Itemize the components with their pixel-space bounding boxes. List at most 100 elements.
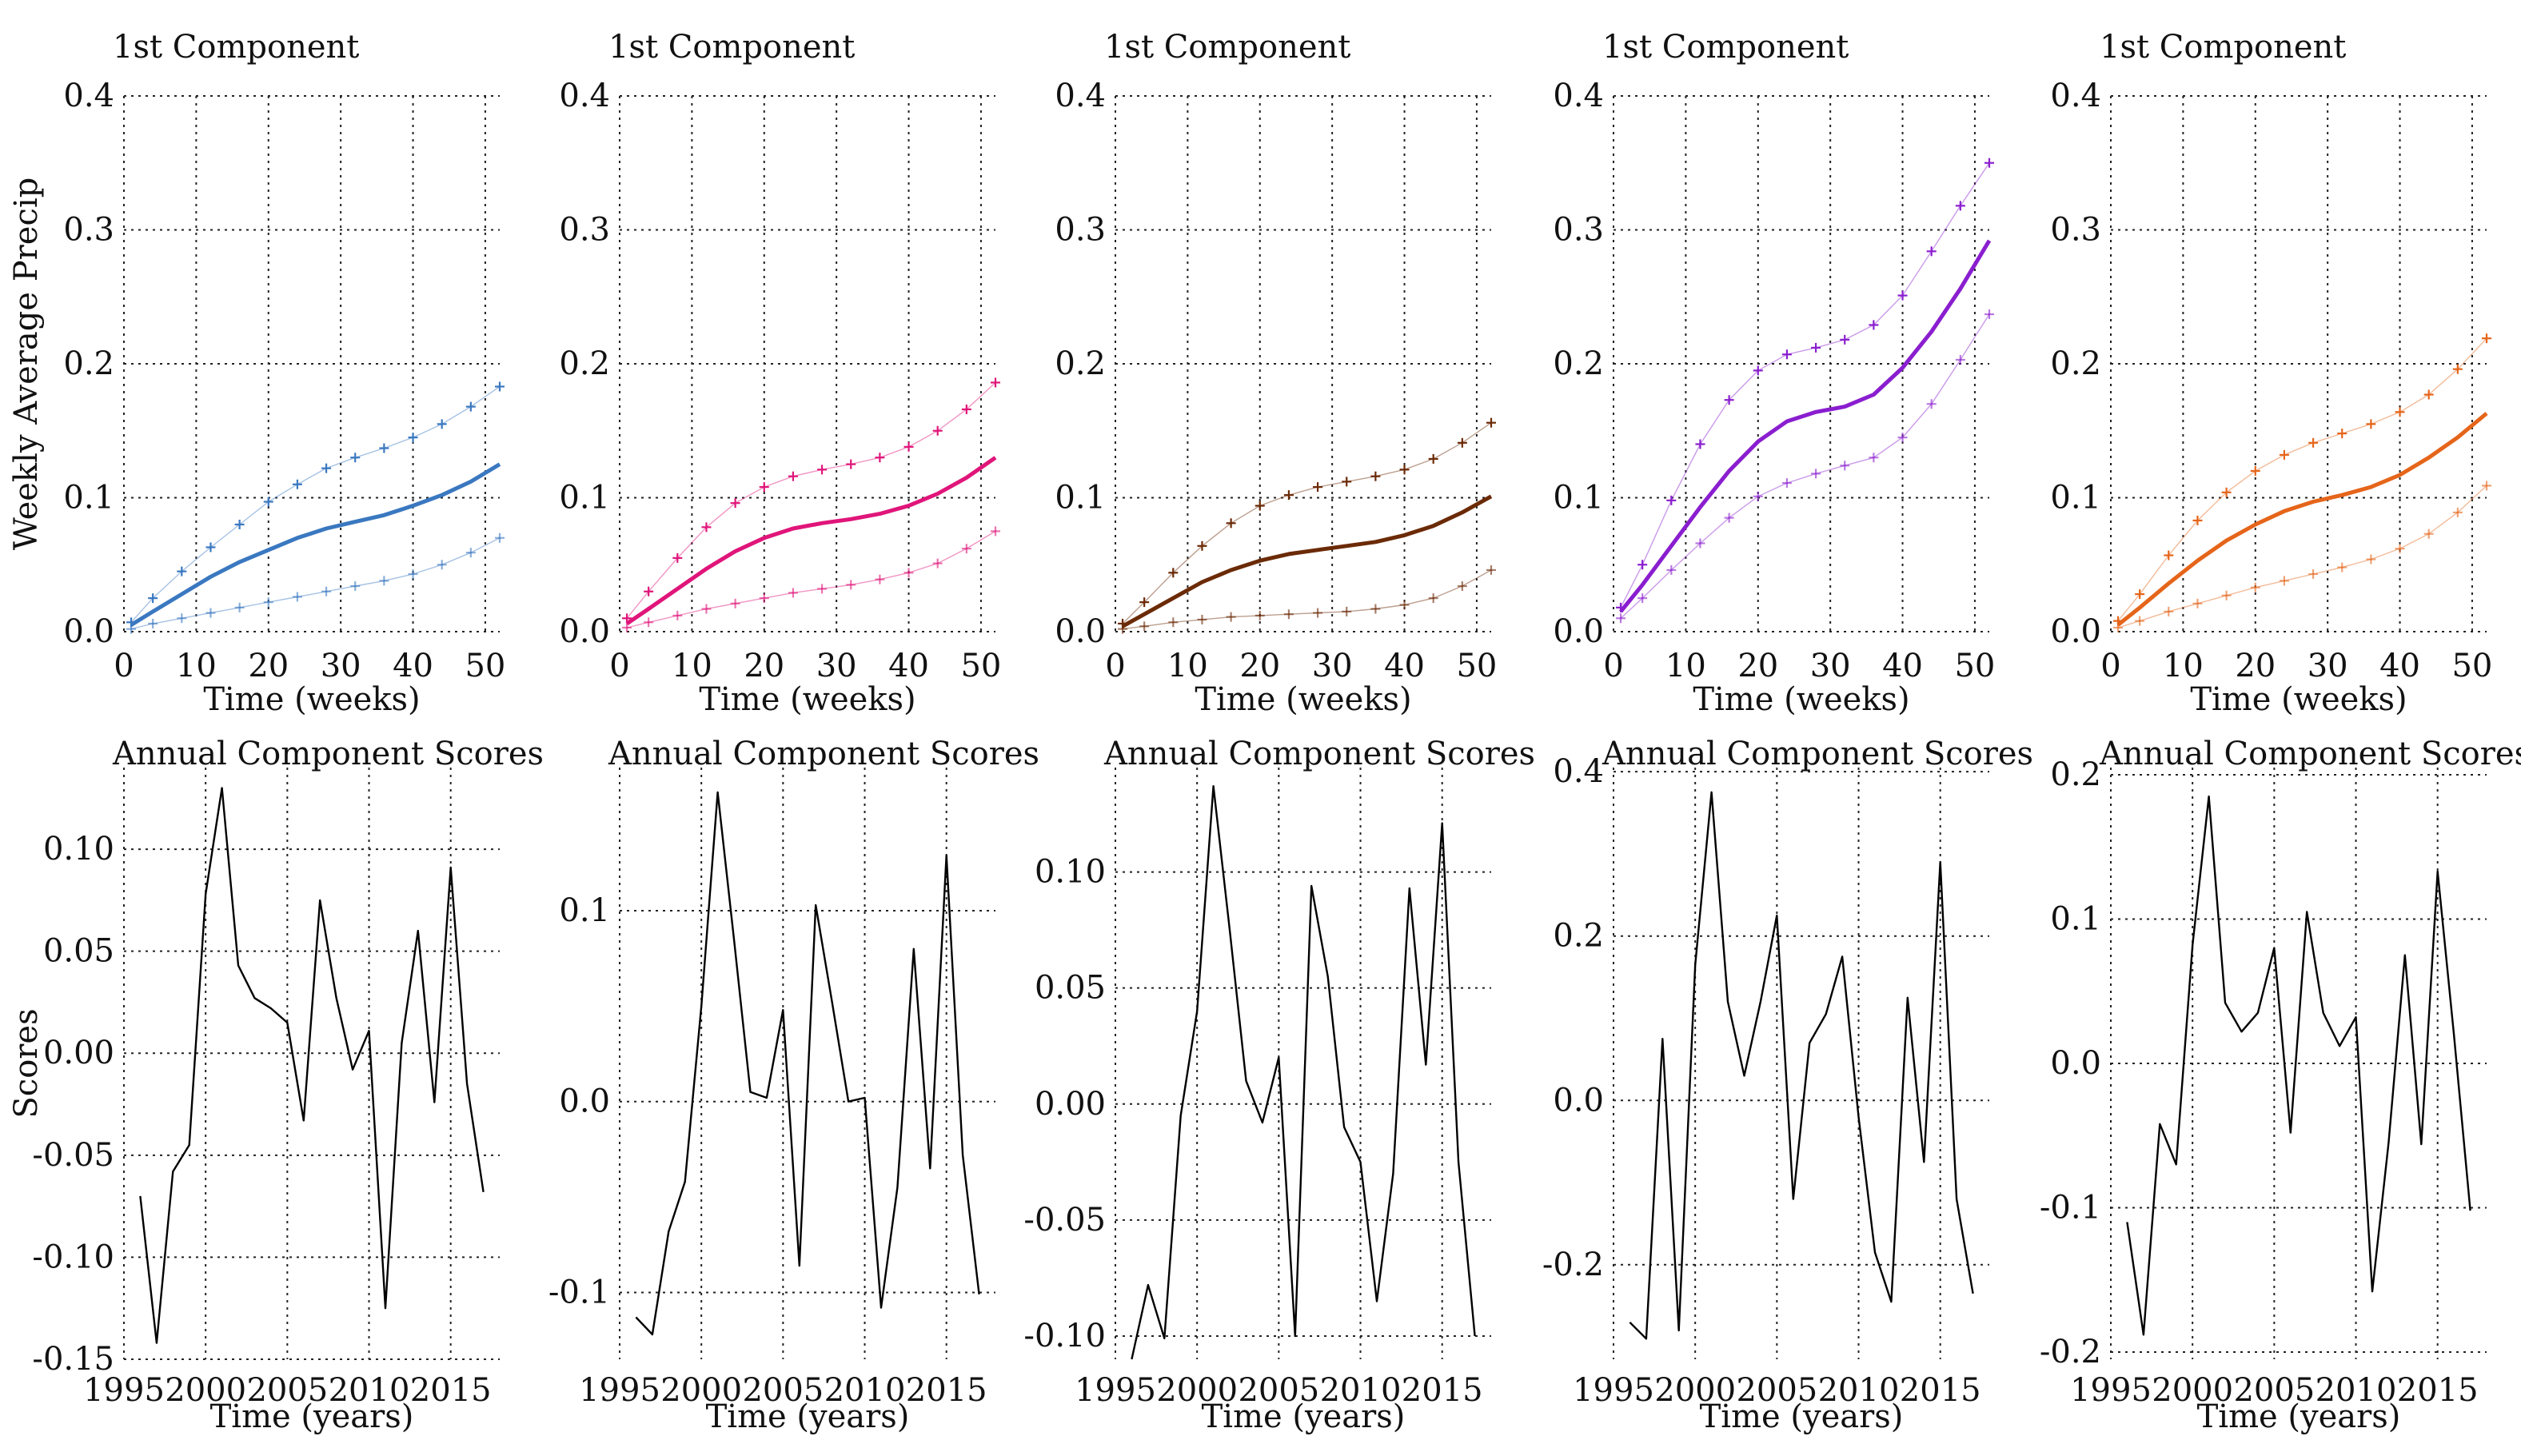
component-4-upper-marker: [1869, 320, 1879, 330]
component-2-ytick-label: 0.4: [559, 78, 610, 114]
component-3-lower-marker: [1457, 581, 1467, 592]
scores-5-xtick-label: 1995: [2070, 1372, 2152, 1409]
component-5-lower-guide: [2117, 485, 2487, 628]
component-4-xtick-label: 0: [1603, 648, 1623, 684]
scores-1-ytick-label: -0.05: [32, 1137, 114, 1174]
component-5-ytick-label: 0.4: [2050, 78, 2101, 114]
component-1-upper-marker: [379, 443, 389, 453]
scores-3-xtick-label: 2005: [1238, 1372, 1319, 1409]
scores-1-ytick-label: 0.10: [43, 831, 114, 868]
component-3-upper-marker: [1428, 453, 1438, 464]
component-4-upper-guide: [1620, 162, 1990, 608]
component-2-lower-marker: [622, 622, 632, 632]
component-3-upper-marker: [1255, 501, 1265, 511]
component-3-panel: 1st Component 0 10 20 30 40 50 0.0 0.1 0.2 0.3 0.4 T…: [1055, 29, 1497, 718]
component-1-panel: 1st Component 0 10 20 30 40 50 0.0 0.1 0.2 0.3 0.4 T…: [8, 29, 505, 718]
component-5-lower-marker: [2221, 590, 2232, 600]
component-5-upper-marker: [2366, 419, 2376, 429]
component-1-lower-marker: [437, 560, 447, 570]
component-2-upper-marker: [903, 441, 914, 452]
scores-3-xtick-label: 2000: [1156, 1372, 1238, 1409]
component-1-lower-guide: [130, 537, 501, 630]
scores-4-xtick-label: 2015: [1900, 1372, 1981, 1409]
scores-3-xtick-label: 2010: [1320, 1372, 1402, 1409]
component-2-lower-marker: [788, 588, 798, 598]
component-4-lower-marker: [1897, 433, 1908, 443]
component-3-lower-guide: [1122, 569, 1492, 630]
component-4-title: 1st Component: [1602, 29, 1849, 66]
component-5-lower-marker: [2250, 582, 2260, 592]
component-3-upper-marker: [1313, 482, 1323, 493]
scores-5-ytick-label: -0.1: [2040, 1189, 2101, 1226]
component-3-lower-marker: [1283, 609, 1294, 620]
component-3-lower-marker: [1118, 624, 1128, 634]
component-2-lower-marker: [701, 604, 712, 614]
component-3-xtick-label: 10: [1167, 648, 1208, 684]
scores-1-title: Annual Component Scores: [112, 736, 544, 772]
component-1-upper-marker: [437, 419, 447, 429]
component-4-ytick-label: 0.0: [1553, 613, 1604, 650]
component-1-upper-marker: [234, 520, 245, 529]
component-4-xtick-label: 40: [1882, 648, 1923, 684]
scores-1-xtick-label: 2005: [246, 1372, 328, 1409]
scores-5-title: Annual Component Scores: [2099, 736, 2521, 772]
component-1-title: 1st Component: [113, 29, 359, 66]
scores-2-xtick-label: 2015: [906, 1372, 987, 1409]
component-1-lower-marker: [495, 533, 505, 543]
scores-4-xtick-label: 2005: [1736, 1372, 1817, 1409]
component-5-lower-marker: [2113, 622, 2124, 632]
component-2-ytick-label: 0.3: [559, 212, 610, 249]
component-4-lower-marker: [1781, 478, 1792, 489]
component-3-upper-marker: [1457, 437, 1467, 448]
component-3-lower-marker: [1486, 564, 1496, 575]
component-5-xtick-label: 30: [2308, 648, 2348, 684]
component-2-upper-marker: [622, 613, 632, 624]
component-4-upper-marker: [1753, 365, 1763, 376]
component-2-lower-marker: [672, 610, 683, 620]
component-2-xtick-label: 40: [888, 648, 929, 684]
component-1-lower-marker: [263, 597, 273, 608]
component-3-xtick-label: 0: [1105, 648, 1125, 684]
component-3-ytick-label: 0.4: [1055, 78, 1106, 114]
component-5-xlabel: Time (weeks): [2190, 681, 2407, 718]
component-3-title: 1st Component: [1104, 29, 1350, 66]
component-4-lower-marker: [1955, 354, 1965, 365]
component-2-panel: 1st Component 0 10 20 30 40 50 0.0 0.1 0.2 0.3 0.4 T…: [559, 29, 1001, 718]
component-2-upper-marker: [701, 522, 712, 533]
component-4-upper-marker: [1637, 560, 1648, 570]
component-3-lower-marker: [1313, 608, 1323, 618]
scores-2-title: Annual Component Scores: [608, 736, 1039, 772]
component-3-lower-marker: [1370, 604, 1381, 614]
scores-2-xtick-label: 2000: [660, 1372, 742, 1409]
scores-2-ytick-label: -0.1: [548, 1274, 610, 1310]
component-2-upper-marker: [644, 586, 654, 596]
component-3-lower-marker: [1255, 610, 1265, 620]
component-3-lower-marker: [1399, 600, 1410, 610]
component-2-lower-marker: [991, 526, 1000, 537]
component-1-ytick-label: 0.1: [63, 480, 114, 517]
scores-1-scores-line: [139, 787, 485, 1344]
scores-5-panel: Annual Component Scores 1995 2000 2005 2010 2…: [2040, 736, 2521, 1435]
component-3-xtick-label: 20: [1239, 648, 1280, 684]
scores-3-ytick-label: -0.05: [1023, 1202, 1106, 1239]
component-5-ytick-label: 0.3: [2050, 212, 2101, 249]
component-4-upper-marker: [1955, 201, 1965, 211]
scores-4-title: Annual Component Scores: [1602, 736, 2033, 772]
component-4-upper-marker: [1897, 290, 1908, 301]
scores-3-ytick-label: -0.10: [1023, 1318, 1106, 1354]
component-1-xtick-label: 30: [321, 648, 361, 684]
scores-5-scores-line: [2126, 795, 2471, 1336]
scores-4-ytick-label: 0.4: [1553, 753, 1604, 790]
component-4-upper-marker: [1811, 342, 1821, 353]
component-4-lower-marker: [1926, 399, 1937, 409]
component-1-upper-marker: [177, 566, 187, 576]
component-1-upper-marker: [321, 463, 332, 473]
scores-3-ytick-label: 0.05: [1035, 970, 1106, 1007]
component-3-upper-marker: [1342, 477, 1352, 487]
component-1-ytick-label: 0.2: [63, 345, 114, 382]
component-4-mean-line: [1619, 239, 1992, 613]
component-3-xtick-label: 30: [1312, 648, 1353, 684]
component-5-upper-marker: [2423, 389, 2434, 400]
component-2-upper-marker: [672, 552, 683, 563]
